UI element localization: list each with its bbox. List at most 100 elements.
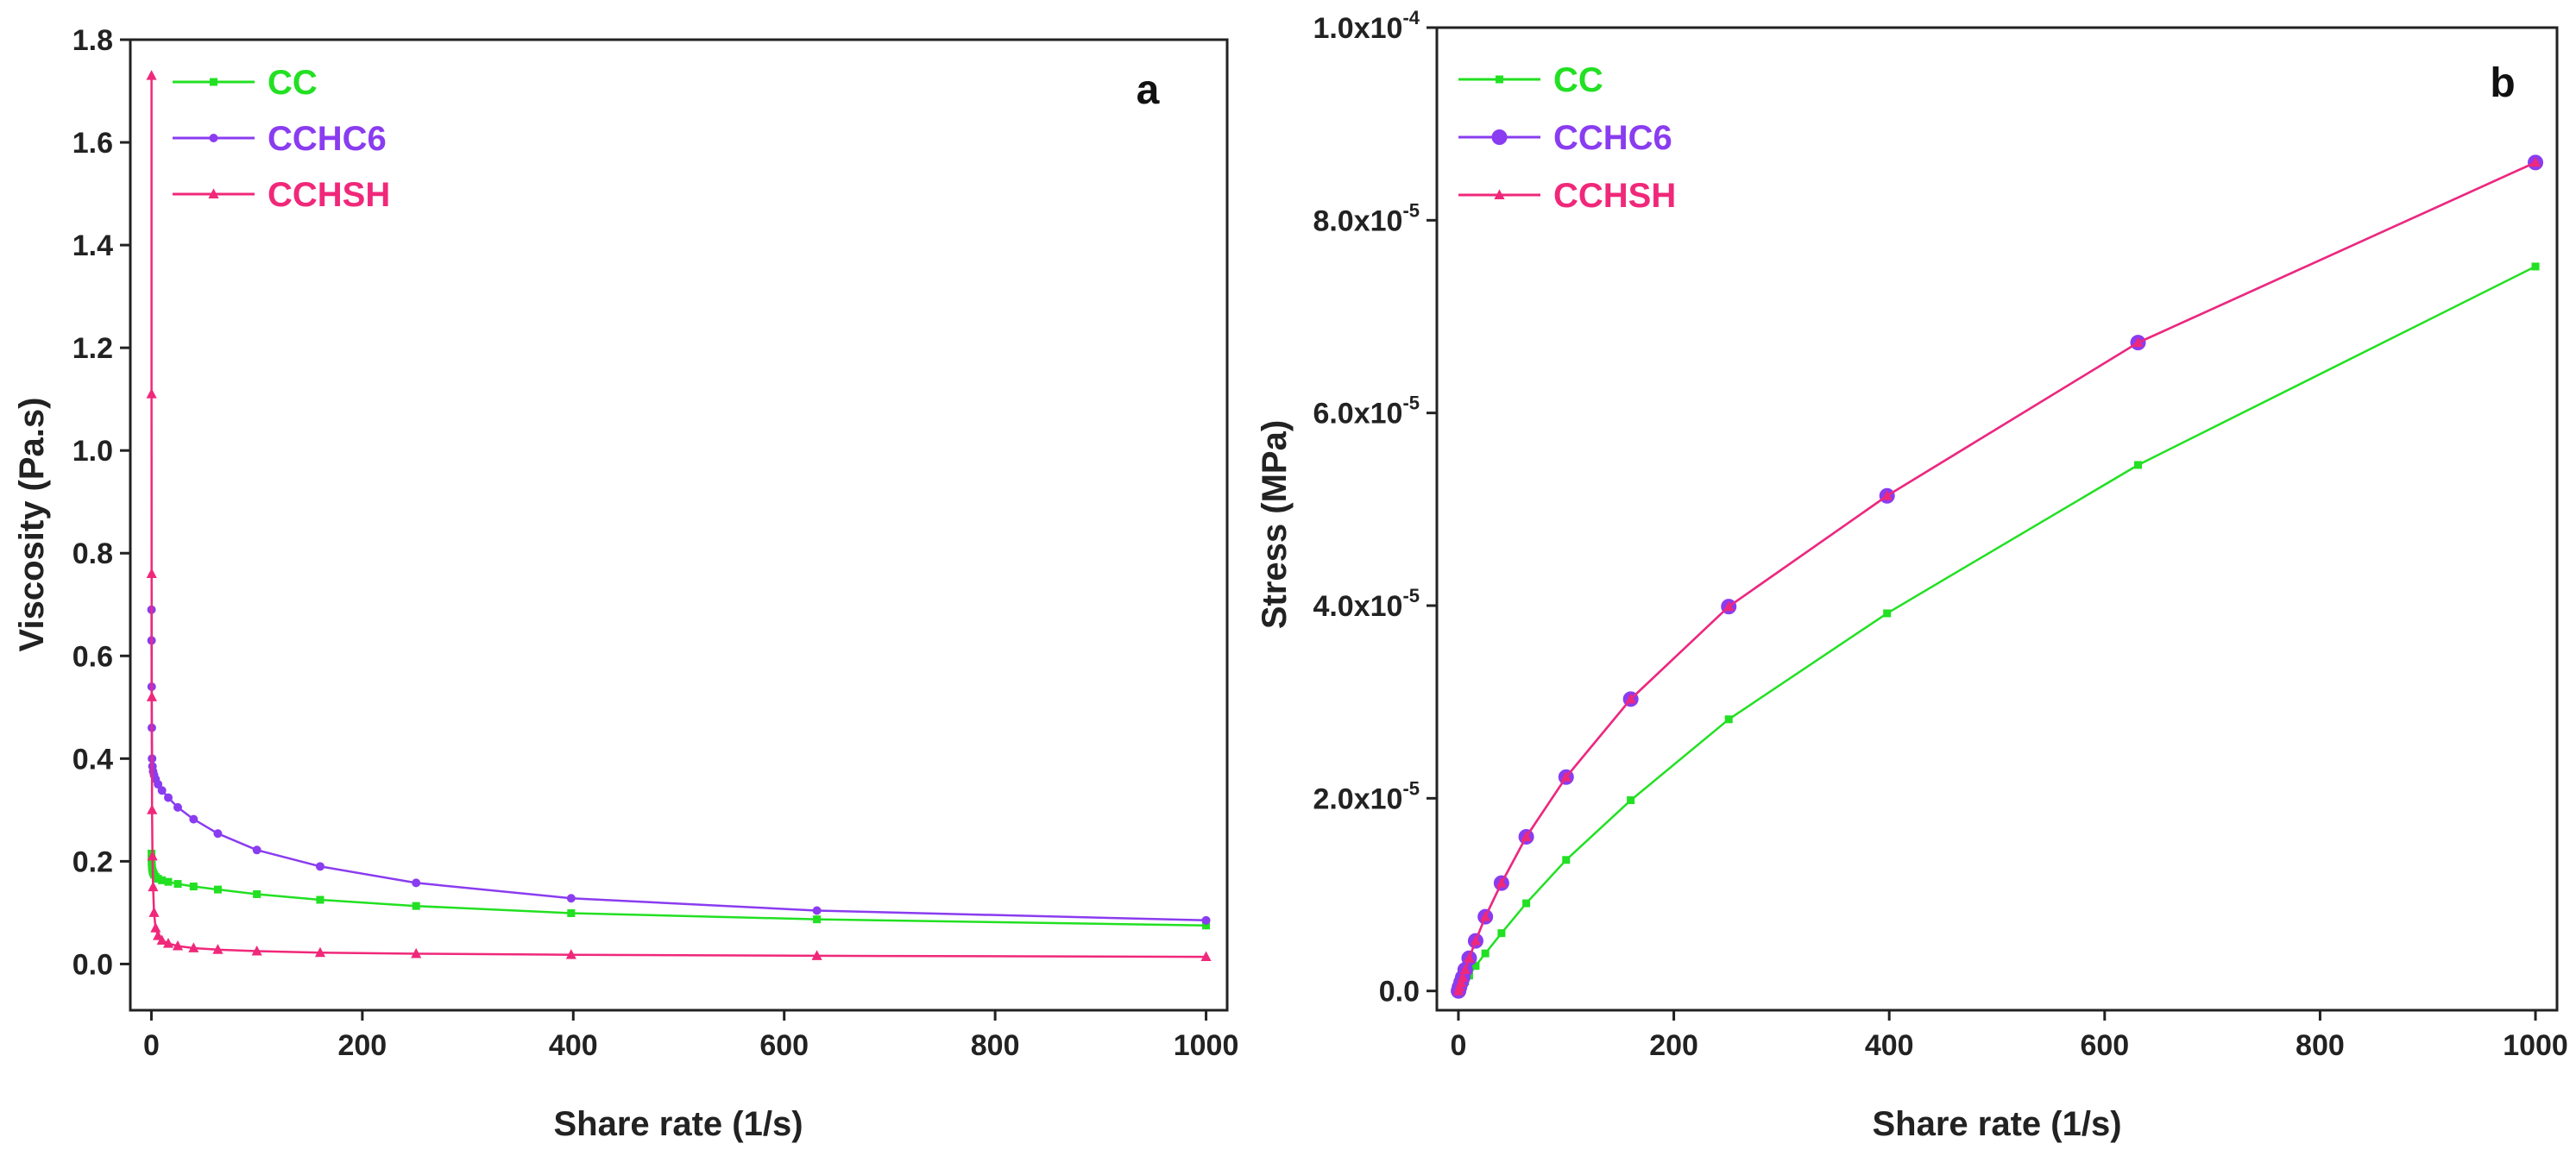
series-layer bbox=[146, 70, 1212, 962]
legend-label: CCHSH bbox=[268, 176, 390, 214]
panel-label: a bbox=[1137, 67, 1160, 113]
x-tick-label: 1000 bbox=[1174, 1029, 1239, 1062]
x-tick-label: 600 bbox=[759, 1029, 809, 1062]
y-axis-ticks: 0.0 2.0x10-5 4.0x10-5 6.0x10-5 8.0x10-5 1.0x1… bbox=[1313, 7, 1437, 1008]
data-point bbox=[147, 804, 158, 814]
data-point bbox=[157, 786, 167, 795]
y-tick-label: 1.2 bbox=[72, 332, 113, 365]
x-axis-ticks: 0 200 400 600 800 1000 bbox=[143, 1010, 1238, 1062]
data-point bbox=[213, 885, 222, 894]
data-point bbox=[163, 793, 173, 802]
legend-label: CC bbox=[1553, 61, 1603, 99]
x-axis-title: Share rate (1/s) bbox=[553, 1105, 803, 1143]
x-tick-label: 800 bbox=[2296, 1029, 2345, 1062]
data-point bbox=[412, 878, 421, 888]
data-point bbox=[1480, 911, 1491, 921]
data-point bbox=[1491, 129, 1508, 145]
data-point bbox=[316, 895, 324, 904]
data-point bbox=[812, 906, 822, 915]
x-axis-title: Share rate (1/s) bbox=[1872, 1105, 2121, 1143]
data-point bbox=[1496, 877, 1507, 888]
data-point bbox=[253, 889, 261, 898]
x-tick-label: 0 bbox=[143, 1029, 160, 1062]
y-axis-ticks: 0.0 0.2 0.4 0.6 0.8 1.0 1.2 1.4 1.6 1.8 bbox=[72, 24, 130, 981]
y-tick-label: 1.6 bbox=[72, 127, 113, 160]
data-point bbox=[2529, 156, 2541, 167]
x-tick-label: 400 bbox=[1865, 1029, 1914, 1062]
legend-item-cc: CC bbox=[1458, 61, 1603, 99]
legend: CC CCHC6 CCHSH bbox=[1458, 61, 1676, 215]
data-point bbox=[1521, 831, 1532, 841]
data-point bbox=[1494, 189, 1505, 199]
data-point bbox=[212, 944, 224, 954]
data-point bbox=[566, 894, 576, 903]
data-point bbox=[209, 134, 218, 142]
data-point bbox=[1625, 693, 1636, 704]
data-point bbox=[1883, 609, 1892, 618]
series-cchsh bbox=[1453, 156, 2541, 996]
x-tick-label: 600 bbox=[2080, 1029, 2129, 1062]
data-point bbox=[1464, 952, 1475, 963]
data-point bbox=[213, 829, 223, 839]
data-point bbox=[1724, 715, 1733, 724]
data-point bbox=[189, 883, 198, 891]
x-tick-label: 400 bbox=[549, 1029, 598, 1062]
x-axis-ticks: 0 200 400 600 800 1000 bbox=[1451, 1010, 2568, 1062]
data-point bbox=[1481, 949, 1490, 958]
data-point bbox=[813, 915, 822, 924]
y-tick-label: 1.0x10-4 bbox=[1313, 7, 1420, 45]
data-point bbox=[150, 922, 161, 933]
data-point bbox=[173, 802, 182, 812]
y-tick-label: 1.0 bbox=[72, 435, 113, 468]
data-point bbox=[315, 862, 324, 871]
legend-item-cchsh: CCHSH bbox=[1458, 177, 1676, 215]
x-tick-label: 200 bbox=[1649, 1029, 1698, 1062]
panel-label: b bbox=[2490, 60, 2515, 106]
data-point bbox=[1560, 771, 1571, 782]
chart-panel-a: 0 200 400 600 800 1000 0.0 0.2 0.4 0.6 0.8 1.0 1.2 1… bbox=[13, 24, 1238, 1143]
series-cchsh bbox=[146, 70, 1212, 962]
data-point bbox=[1881, 490, 1893, 500]
data-point bbox=[567, 909, 576, 917]
data-point bbox=[146, 388, 157, 399]
data-point bbox=[162, 938, 174, 948]
data-point bbox=[1202, 921, 1211, 930]
y-tick-label: 0.6 bbox=[72, 640, 113, 673]
data-point bbox=[314, 946, 326, 958]
data-point bbox=[2133, 461, 2142, 469]
plot-frame bbox=[1435, 26, 2559, 1012]
data-point bbox=[158, 876, 167, 884]
data-point bbox=[1497, 929, 1506, 938]
legend-item-cc: CC bbox=[173, 64, 318, 102]
data-point bbox=[208, 188, 219, 198]
data-point bbox=[2531, 262, 2540, 271]
legend-label: CC bbox=[268, 64, 318, 102]
y-axis-title: Viscosity (Pa.s) bbox=[13, 398, 51, 652]
y-tick-label: 2.0x10-5 bbox=[1313, 777, 1420, 815]
data-point bbox=[1522, 899, 1531, 908]
data-point bbox=[1459, 964, 1471, 975]
data-point bbox=[146, 70, 157, 80]
series-layer bbox=[1451, 154, 2544, 999]
data-point bbox=[173, 880, 182, 889]
data-point bbox=[565, 949, 576, 959]
data-point bbox=[1723, 600, 1735, 612]
data-point bbox=[146, 691, 157, 701]
data-point bbox=[811, 950, 822, 960]
data-point bbox=[147, 850, 158, 861]
y-tick-label: 0.0 bbox=[72, 948, 113, 981]
data-point bbox=[148, 881, 159, 892]
y-tick-label: 8.0x10-5 bbox=[1313, 199, 1420, 237]
data-point bbox=[1627, 796, 1635, 805]
y-tick-label: 0.4 bbox=[72, 743, 113, 776]
data-point bbox=[2132, 336, 2144, 348]
y-tick-label: 0.0 bbox=[1379, 976, 1420, 1008]
data-point bbox=[172, 939, 184, 951]
data-point bbox=[1201, 915, 1211, 925]
x-tick-label: 200 bbox=[337, 1029, 387, 1062]
y-tick-label: 1.8 bbox=[72, 24, 113, 57]
y-tick-label: 0.8 bbox=[72, 537, 113, 570]
plot-frame bbox=[129, 38, 1229, 1012]
x-tick-label: 1000 bbox=[2503, 1029, 2568, 1062]
